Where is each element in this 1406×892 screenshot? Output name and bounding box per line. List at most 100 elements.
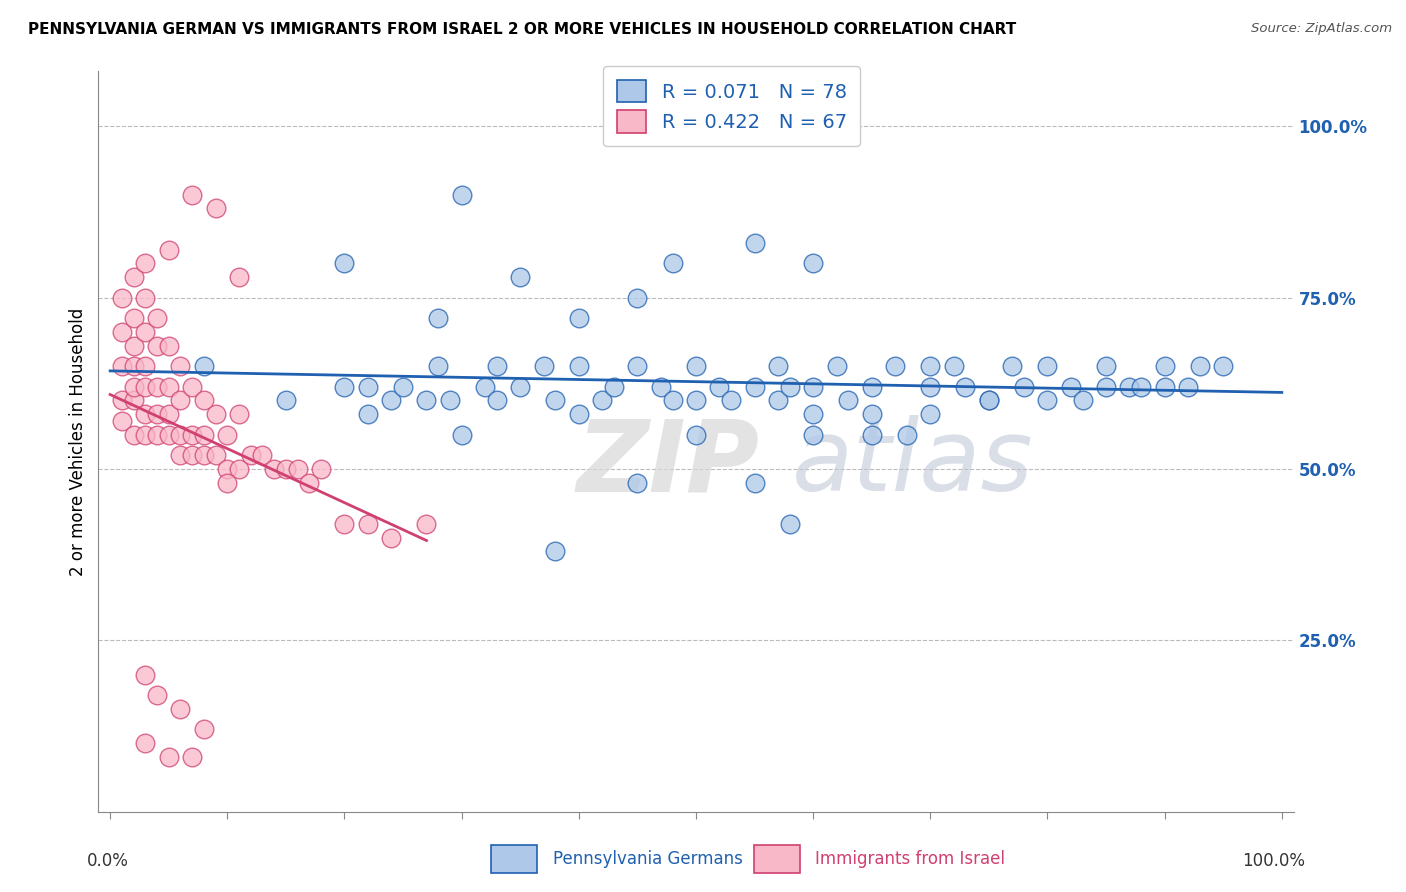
Point <box>720 393 742 408</box>
Point <box>263 462 285 476</box>
Point <box>709 380 731 394</box>
Point <box>1071 393 1094 408</box>
Point <box>626 359 648 373</box>
Point <box>920 359 942 373</box>
Point <box>134 667 156 681</box>
Point <box>801 427 824 442</box>
Point <box>181 380 204 394</box>
Point <box>122 359 145 373</box>
Point <box>685 427 707 442</box>
Point <box>1118 380 1140 394</box>
Point <box>298 475 321 490</box>
Point <box>920 380 942 394</box>
Point <box>1095 380 1118 394</box>
Point <box>193 723 215 737</box>
Text: atlas: atlas <box>792 416 1033 512</box>
Point <box>146 688 169 702</box>
Point <box>896 427 918 442</box>
Point <box>801 407 824 421</box>
Point <box>568 407 591 421</box>
Point <box>427 359 450 373</box>
Point <box>884 359 907 373</box>
Point <box>1095 359 1118 373</box>
Point <box>685 359 707 373</box>
Point <box>111 291 134 305</box>
Point <box>1130 380 1153 394</box>
Point <box>626 475 648 490</box>
Point <box>134 359 156 373</box>
Point <box>134 380 156 394</box>
Point <box>568 359 591 373</box>
Point <box>1153 380 1175 394</box>
Text: Source: ZipAtlas.com: Source: ZipAtlas.com <box>1251 22 1392 36</box>
Point <box>801 380 824 394</box>
Point <box>766 393 789 408</box>
Point <box>181 448 204 462</box>
Point <box>603 380 626 394</box>
Point <box>122 270 145 285</box>
Point <box>1153 359 1175 373</box>
Point <box>122 380 145 394</box>
Point <box>685 393 707 408</box>
Point <box>122 338 145 352</box>
Point <box>427 311 450 326</box>
Point <box>744 235 766 250</box>
Point <box>169 427 191 442</box>
Point <box>920 407 942 421</box>
Point <box>392 380 415 394</box>
Point <box>415 516 437 531</box>
Point <box>485 359 508 373</box>
Point <box>287 462 309 476</box>
Point <box>146 311 169 326</box>
Point <box>568 311 591 326</box>
Point <box>1177 380 1199 394</box>
Point <box>134 291 156 305</box>
Point <box>134 325 156 339</box>
Point <box>333 256 356 270</box>
Point <box>239 448 262 462</box>
Point <box>217 462 239 476</box>
Point <box>193 393 215 408</box>
Point <box>626 291 648 305</box>
Point <box>181 187 204 202</box>
Point <box>193 448 215 462</box>
Point <box>252 448 274 462</box>
Point <box>157 427 180 442</box>
Point <box>122 311 145 326</box>
Point <box>801 256 824 270</box>
Point <box>544 393 567 408</box>
Point <box>228 270 250 285</box>
Point <box>157 338 180 352</box>
Point <box>509 380 531 394</box>
Point <box>766 359 789 373</box>
Point <box>450 427 472 442</box>
Point <box>439 393 461 408</box>
Point <box>122 393 145 408</box>
Point <box>157 243 180 257</box>
Point <box>193 427 215 442</box>
Point <box>977 393 1000 408</box>
Point <box>217 427 239 442</box>
Point <box>228 462 250 476</box>
Point <box>274 393 297 408</box>
Point <box>169 359 191 373</box>
Point <box>181 750 204 764</box>
Point <box>134 736 156 750</box>
Point <box>779 516 801 531</box>
Point <box>744 380 766 394</box>
Point <box>333 380 356 394</box>
Point <box>591 393 613 408</box>
Point <box>309 462 332 476</box>
Point <box>825 359 848 373</box>
Point <box>357 407 380 421</box>
Point <box>1012 380 1035 394</box>
Point <box>169 393 191 408</box>
Point <box>146 338 169 352</box>
Point <box>1036 393 1059 408</box>
Point <box>274 462 297 476</box>
Point <box>169 702 191 716</box>
Point <box>837 393 859 408</box>
Point <box>157 750 180 764</box>
Point <box>661 393 683 408</box>
Y-axis label: 2 or more Vehicles in Household: 2 or more Vehicles in Household <box>69 308 87 575</box>
